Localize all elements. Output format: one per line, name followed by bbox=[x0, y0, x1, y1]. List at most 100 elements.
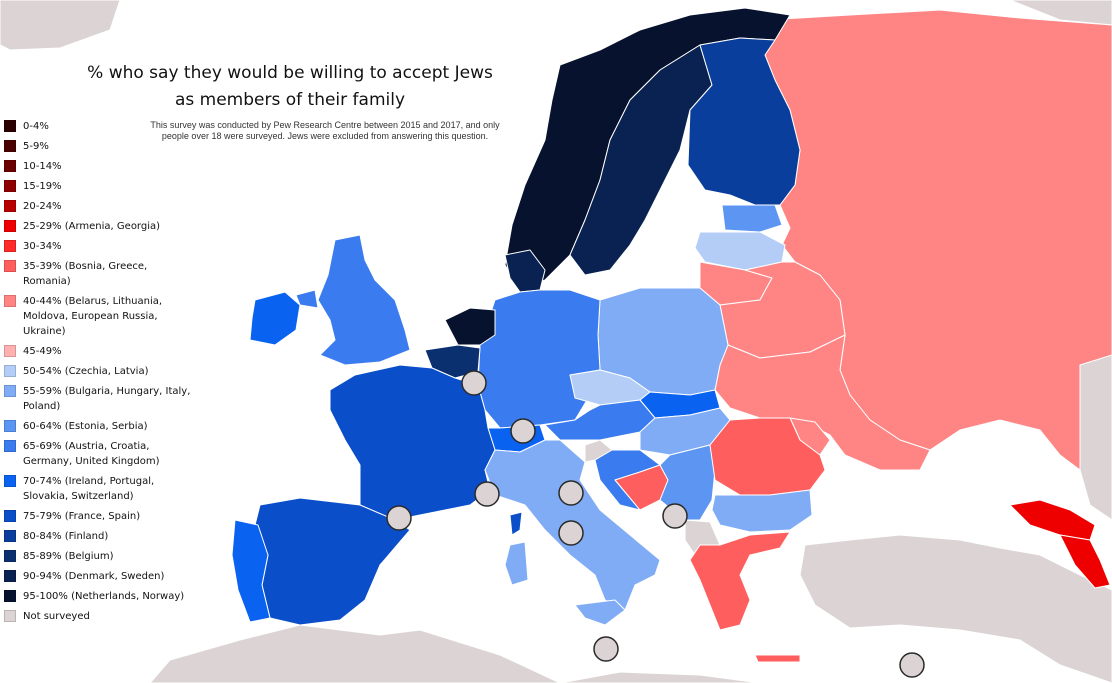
legend-label: 50-54% (Czechia, Latvia) bbox=[23, 366, 149, 377]
legend-item: 35-39% (Bosnia, Greece, Romania) bbox=[4, 259, 194, 289]
map-region-portugal bbox=[231, 519, 271, 623]
map-region-armenia bbox=[1059, 534, 1111, 589]
microstate-marker-vatican bbox=[558, 520, 584, 546]
legend-item: 55-59% (Bulgaria, Hungary, Italy, Poland… bbox=[4, 384, 194, 414]
map-title: % who say they would be willing to accep… bbox=[87, 63, 493, 83]
map-title-continued: as members of their family bbox=[174, 90, 406, 110]
legend-item: 75-79% (France, Spain) bbox=[4, 509, 194, 524]
legend-swatch bbox=[4, 420, 16, 432]
legend-label: 5-9% bbox=[23, 141, 49, 152]
legend-swatch bbox=[4, 220, 16, 232]
legend-swatch bbox=[4, 160, 16, 172]
legend-label: 20-24% bbox=[23, 201, 62, 212]
legend-label: 55-59% (Bulgaria, Hungary, Italy, Poland… bbox=[23, 386, 191, 412]
legend-swatch bbox=[4, 440, 16, 452]
legend-label: 95-100% (Netherlands, Norway) bbox=[23, 591, 185, 602]
map-region-greenland bbox=[0, 0, 121, 51]
legend-item: 65-69% (Austria, Croatia, Germany, Unite… bbox=[4, 439, 194, 469]
microstate-marker-monaco bbox=[474, 481, 500, 507]
microstate-marker-andorra bbox=[386, 505, 412, 531]
legend-item: Not surveyed bbox=[4, 609, 194, 624]
legend-swatch bbox=[4, 345, 16, 357]
legend-swatch bbox=[4, 385, 16, 397]
map-region-middle-east-east bbox=[1079, 349, 1112, 521]
map-region-finland bbox=[687, 37, 801, 206]
map-region-germany bbox=[477, 289, 601, 429]
legend-swatch bbox=[4, 550, 16, 562]
legend-item: 80-84% (Finland) bbox=[4, 529, 194, 544]
legend-swatch bbox=[4, 295, 16, 307]
legend-label: 75-79% (France, Spain) bbox=[23, 511, 141, 522]
legend-swatch bbox=[4, 530, 16, 542]
legend-label: 90-94% (Denmark, Sweden) bbox=[23, 571, 165, 582]
legend-item: 50-54% (Czechia, Latvia) bbox=[4, 364, 194, 379]
map-subtitle: This survey was conducted by Pew Researc… bbox=[150, 120, 500, 141]
legend-label: 15-19% bbox=[23, 181, 62, 192]
legend-swatch bbox=[4, 260, 16, 272]
legend-label: 25-29% (Armenia, Georgia) bbox=[23, 221, 161, 232]
map-region-bulgaria bbox=[711, 489, 813, 533]
legend-label: 40-44% (Belarus, Lithuania, Moldova, Eur… bbox=[23, 296, 163, 337]
legend-swatch bbox=[4, 140, 16, 152]
legend-label: 80-84% (Finland) bbox=[23, 531, 109, 542]
legend-label: 45-49% bbox=[23, 346, 62, 357]
map-region-greece bbox=[689, 531, 791, 631]
legend-swatch bbox=[4, 510, 16, 522]
map-region-corsica bbox=[509, 511, 523, 536]
map-region-crete bbox=[754, 654, 801, 663]
microstate-marker-malta bbox=[593, 636, 619, 662]
map-region-ireland bbox=[249, 291, 301, 346]
legend-swatch bbox=[4, 200, 16, 212]
legend-item: 85-89% (Belgium) bbox=[4, 549, 194, 564]
map-region-turkey bbox=[799, 534, 1112, 683]
legend-label: 35-39% (Bosnia, Greece, Romania) bbox=[23, 261, 148, 287]
legend-swatch bbox=[4, 610, 16, 622]
legend-item: 20-24% bbox=[4, 199, 194, 214]
legend-item: 70-74% (Ireland, Portugal, Slovakia, Swi… bbox=[4, 474, 194, 504]
legend-swatch bbox=[4, 365, 16, 377]
legend-label: 60-64% (Estonia, Serbia) bbox=[23, 421, 148, 432]
legend-label: 10-14% bbox=[23, 161, 62, 172]
legend-item: 90-94% (Denmark, Sweden) bbox=[4, 569, 194, 584]
legend-item: 5-9% bbox=[4, 139, 194, 154]
map-region-svalbard bbox=[1009, 0, 1112, 26]
legend-label: Not surveyed bbox=[23, 611, 90, 622]
legend-swatch bbox=[4, 570, 16, 582]
legend-label: 85-89% (Belgium) bbox=[23, 551, 114, 562]
map-region-united-kingdom bbox=[317, 234, 411, 366]
map-region-georgia bbox=[1009, 499, 1096, 541]
legend-item: 25-29% (Armenia, Georgia) bbox=[4, 219, 194, 234]
microstate-marker-san-marino bbox=[558, 480, 584, 506]
legend-item: 60-64% (Estonia, Serbia) bbox=[4, 419, 194, 434]
legend-item: 30-34% bbox=[4, 239, 194, 254]
map-region-north-africa bbox=[149, 624, 561, 683]
legend-swatch bbox=[4, 240, 16, 252]
map-region-sardinia bbox=[504, 541, 529, 586]
legend-swatch bbox=[4, 120, 16, 132]
legend-item: 45-49% bbox=[4, 344, 194, 359]
map-region-north-africa-east bbox=[559, 671, 761, 683]
map-region-sicily bbox=[574, 599, 626, 626]
legend-item: 0-4% bbox=[4, 119, 194, 134]
legend-label: 0-4% bbox=[23, 121, 49, 132]
map-region-romania bbox=[709, 417, 826, 496]
map-region-northern-ireland bbox=[295, 289, 319, 309]
microstate-marker-montenegro bbox=[662, 503, 688, 529]
legend-label: 30-34% bbox=[23, 241, 62, 252]
legend-swatch bbox=[4, 180, 16, 192]
map-region-serbia bbox=[659, 444, 716, 521]
title-block: % who say they would be willing to accep… bbox=[40, 60, 540, 142]
legend-swatch bbox=[4, 590, 16, 602]
legend-item: 15-19% bbox=[4, 179, 194, 194]
microstate-marker-luxembourg bbox=[461, 370, 487, 396]
map-region-netherlands bbox=[444, 307, 496, 346]
map-region-estonia bbox=[721, 204, 783, 233]
legend-label: 65-69% (Austria, Croatia, Germany, Unite… bbox=[23, 441, 160, 467]
map-region-ukraine bbox=[714, 334, 931, 471]
legend-item: 95-100% (Netherlands, Norway) bbox=[4, 589, 194, 604]
map-region-austria bbox=[544, 399, 656, 441]
legend-item: 10-14% bbox=[4, 159, 194, 174]
legend-item: 40-44% (Belarus, Lithuania, Moldova, Eur… bbox=[4, 294, 194, 339]
legend-label: 70-74% (Ireland, Portugal, Slovakia, Swi… bbox=[23, 476, 155, 502]
